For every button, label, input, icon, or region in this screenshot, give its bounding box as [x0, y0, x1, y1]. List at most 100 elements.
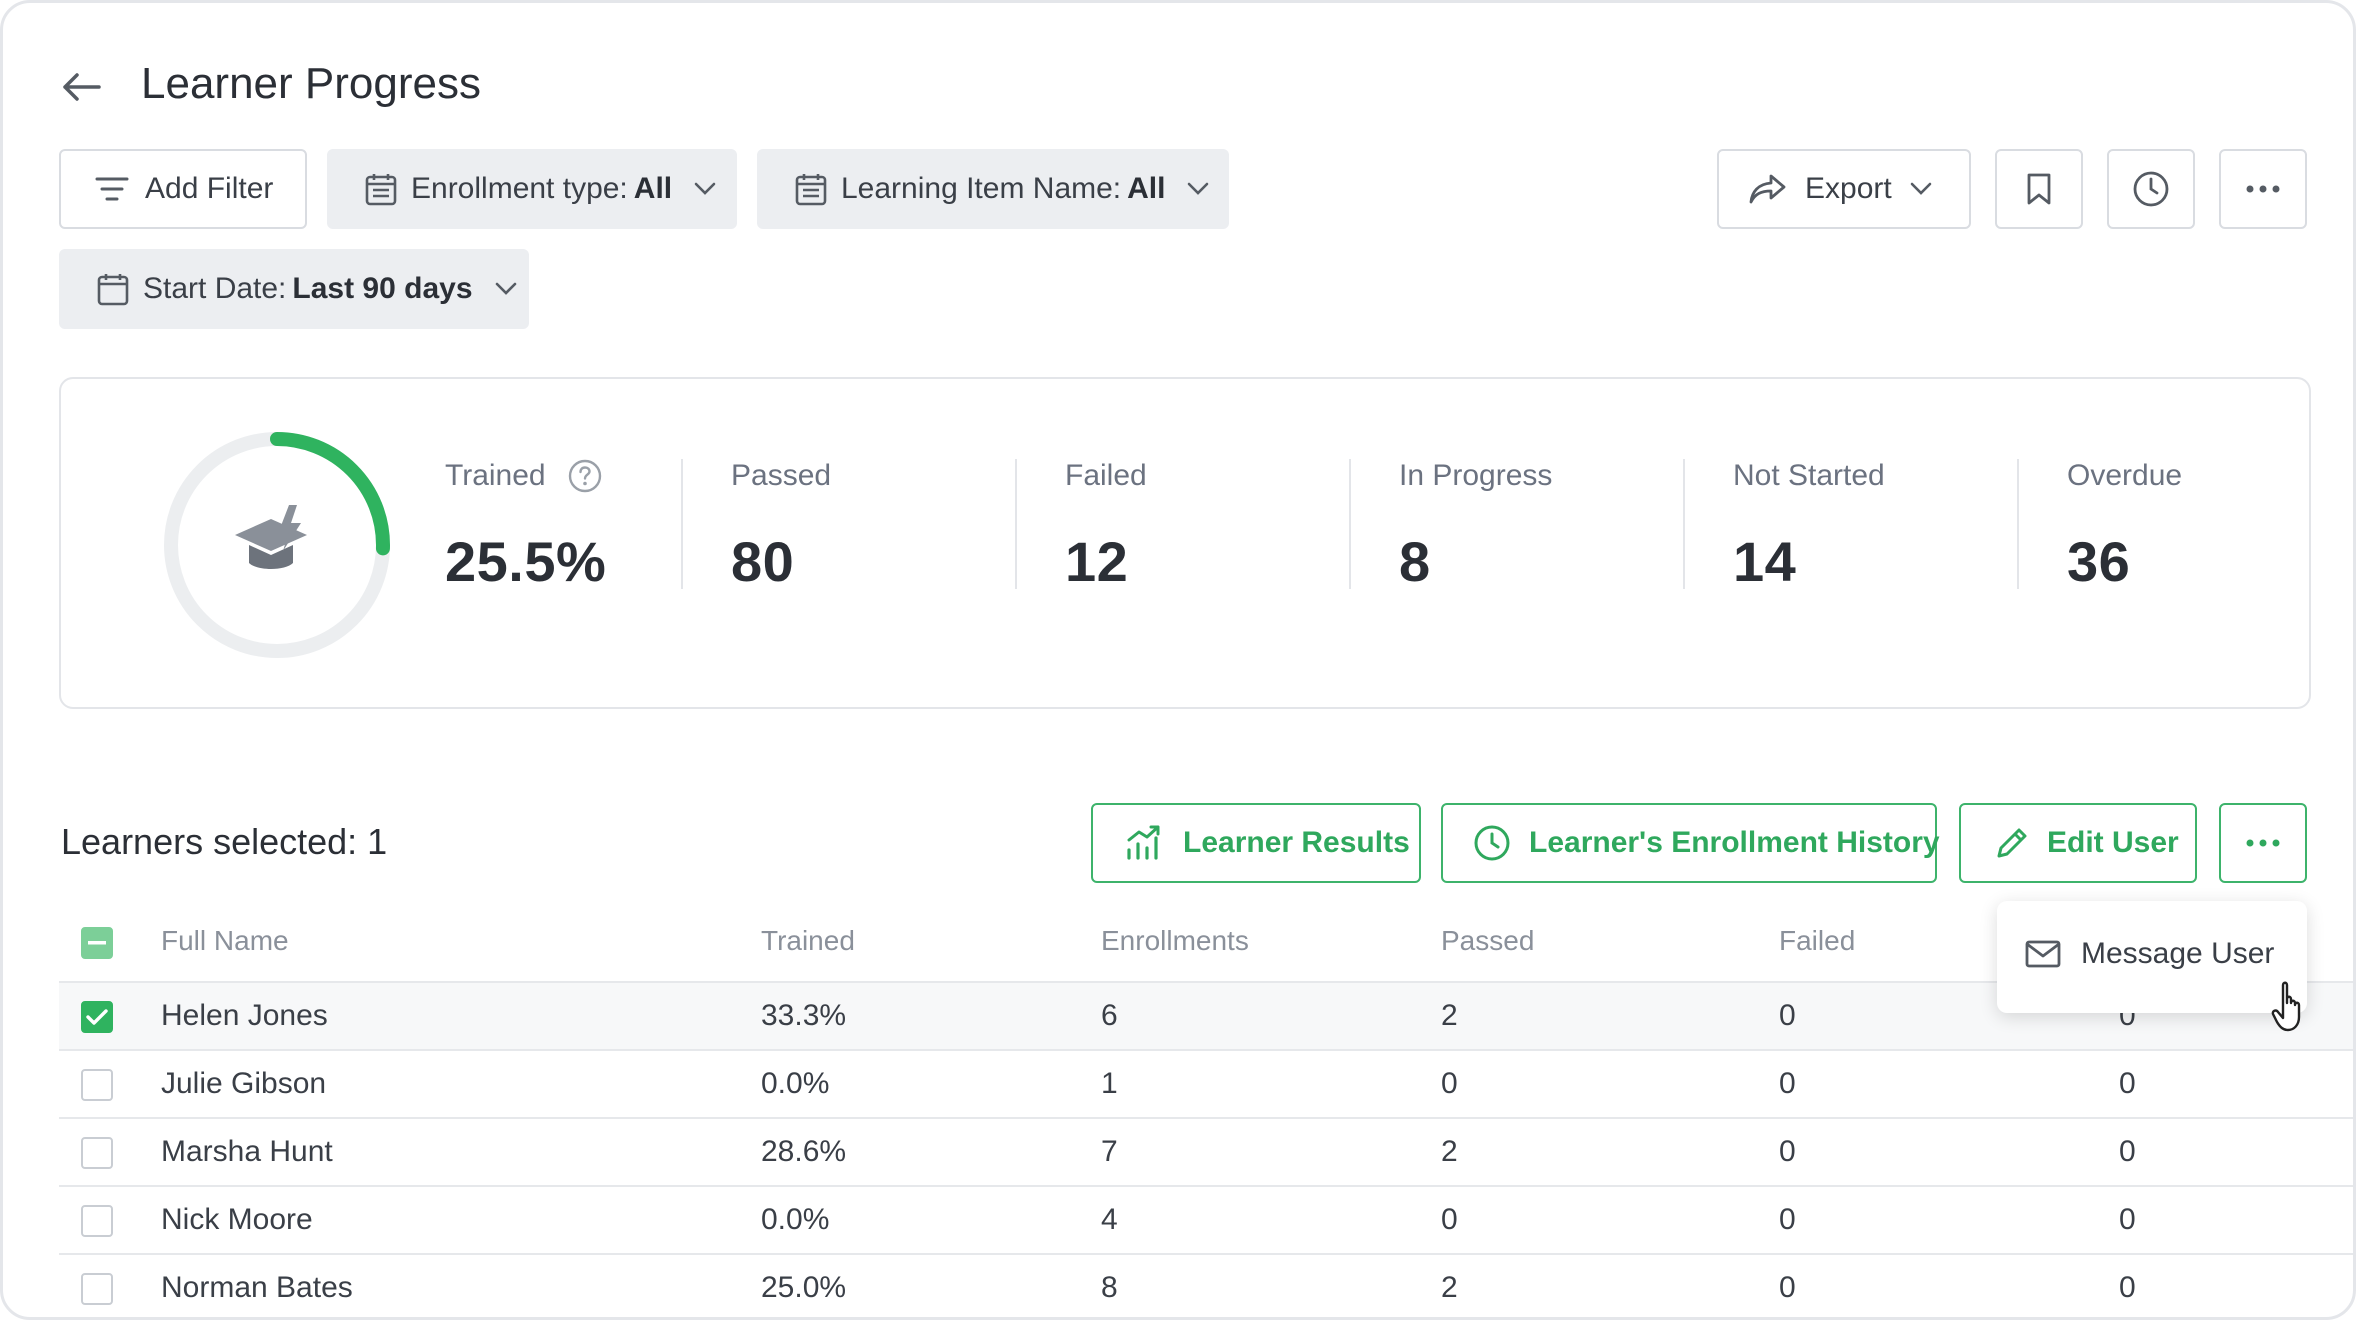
more-actions-dropdown: Message User [1997, 901, 2307, 1013]
table-row[interactable]: Norman Bates 25.0% 8 2 0 0 [59, 1253, 2353, 1317]
clock-icon [2132, 170, 2170, 208]
stat-passed-label: Passed [731, 459, 832, 492]
stat-overdue-label: Overdue [2067, 459, 2183, 492]
calendar-icon [97, 272, 129, 306]
column-header-enrollments[interactable]: Enrollments [1101, 925, 1249, 956]
divider [2017, 459, 2019, 589]
stat-in-progress: In Progress 8 [1399, 459, 1552, 593]
cell-full-name[interactable]: Marsha Hunt [161, 1135, 333, 1168]
more-actions-button[interactable] [2219, 803, 2307, 883]
learner-results-label: Learner Results [1183, 826, 1410, 859]
cell-failed: 0 [1779, 1135, 1796, 1168]
enrollment-type-filter[interactable]: Enrollment type: All [327, 149, 737, 229]
table-row[interactable]: Julie Gibson 0.0% 1 0 0 0 [59, 1049, 2353, 1117]
stat-not-started: Not Started 14 [1733, 459, 1885, 593]
row-checkbox[interactable] [81, 1069, 113, 1101]
hand-pointer-cursor-icon [2271, 981, 2301, 1032]
cell-failed: 0 [1779, 1203, 1796, 1236]
cell-full-name[interactable]: Norman Bates [161, 1271, 353, 1304]
stats-summary-card: Trained 25.5% Passed 80 Failed 12 In Pro… [59, 377, 2311, 709]
cell-failed: 0 [1779, 1271, 1796, 1304]
add-filter-label: Add Filter [145, 172, 274, 205]
stat-not-started-value: 14 [1733, 530, 1797, 593]
cell-passed: 2 [1441, 999, 1458, 1032]
enrollment-history-button[interactable]: Learner's Enrollment History [1441, 803, 1940, 883]
stat-passed-value: 80 [731, 530, 795, 593]
learners-selected-count: Learners selected: 1 [61, 821, 388, 862]
enrollment-type-value: All [633, 172, 673, 205]
learner-results-button[interactable]: Learner Results [1091, 803, 1421, 883]
back-arrow-icon[interactable] [57, 63, 105, 111]
stat-trained-value: 25.5% [445, 530, 607, 593]
stat-failed: Failed 12 [1065, 459, 1147, 593]
filter-lines-icon [95, 176, 129, 202]
pencil-icon [1995, 826, 2029, 860]
stat-failed-label: Failed [1065, 459, 1147, 492]
chevron-down-icon [1910, 182, 1932, 196]
cell-last-column: 0 [2119, 1067, 2136, 1100]
add-filter-button[interactable]: Add Filter [59, 149, 307, 229]
message-user-menu-item[interactable]: Message User [2025, 937, 2274, 971]
row-checkbox[interactable] [81, 1205, 113, 1237]
cell-enrollments: 1 [1101, 1067, 1118, 1100]
bookmark-button[interactable] [1995, 149, 2083, 229]
enrollment-type-label: Enrollment type: [411, 172, 628, 205]
calendar-icon [365, 172, 397, 206]
cell-trained: 28.6% [761, 1135, 847, 1168]
cell-passed: 2 [1441, 1135, 1458, 1168]
share-arrow-icon [1749, 173, 1787, 205]
cell-failed: 0 [1779, 999, 1796, 1032]
table-row[interactable]: Marsha Hunt 28.6% 7 2 0 0 [59, 1117, 2353, 1185]
cell-full-name[interactable]: Nick Moore [161, 1203, 313, 1236]
start-date-filter[interactable]: Start Date: Last 90 days [59, 249, 529, 329]
trained-progress-arc [164, 432, 390, 658]
enrollment-history-label: Learner's Enrollment History [1529, 826, 1940, 859]
cell-last-column: 0 [2119, 1135, 2136, 1168]
row-checkbox[interactable] [81, 1137, 113, 1169]
edit-user-button[interactable]: Edit User [1959, 803, 2197, 883]
stat-not-started-label: Not Started [1733, 459, 1885, 492]
start-date-label: Start Date: [143, 272, 287, 305]
row-checkbox[interactable] [81, 1273, 113, 1305]
cell-full-name[interactable]: Julie Gibson [161, 1067, 327, 1100]
cell-trained: 0.0% [761, 1203, 830, 1236]
cell-passed: 0 [1441, 1067, 1458, 1100]
help-icon[interactable] [568, 459, 602, 493]
clock-icon [1473, 824, 1511, 862]
divider [1349, 459, 1351, 589]
column-header-failed[interactable]: Failed [1779, 925, 1856, 956]
cell-enrollments: 6 [1101, 999, 1118, 1032]
select-all-checkbox[interactable] [81, 927, 113, 959]
stat-trained: Trained 25.5% [445, 459, 606, 593]
trained-progress-ring [164, 432, 390, 658]
stat-overdue: Overdue 36 [2067, 459, 2182, 593]
cell-enrollments: 4 [1101, 1203, 1118, 1236]
table-row[interactable]: Nick Moore 0.0% 4 0 0 0 [59, 1185, 2353, 1253]
calendar-icon [795, 172, 827, 206]
chevron-down-icon [694, 182, 716, 196]
stat-overdue-value: 36 [2067, 530, 2131, 593]
cell-failed: 0 [1779, 1067, 1796, 1100]
stat-in-progress-label: In Progress [1399, 459, 1553, 492]
cell-last-column: 0 [2119, 1271, 2136, 1304]
cell-full-name[interactable]: Helen Jones [161, 999, 328, 1032]
learning-item-filter[interactable]: Learning Item Name: All [757, 149, 1229, 229]
export-button[interactable]: Export [1717, 149, 1971, 229]
row-checkbox[interactable] [81, 1001, 113, 1033]
column-header-passed[interactable]: Passed [1441, 925, 1535, 956]
history-button[interactable] [2107, 149, 2195, 229]
table-row[interactable]: Helen Jones 33.3% 6 2 0 0 [59, 981, 2353, 1049]
page-title: Learner Progress [141, 59, 481, 108]
edit-user-label: Edit User [2047, 826, 2179, 859]
bookmark-icon [2026, 173, 2052, 205]
column-header-full-name[interactable]: Full Name [161, 925, 289, 956]
divider [1015, 459, 1017, 589]
bar-chart-icon [1125, 824, 1163, 862]
cell-enrollments: 7 [1101, 1135, 1118, 1168]
cell-passed: 0 [1441, 1203, 1458, 1236]
column-header-trained[interactable]: Trained [761, 925, 855, 956]
envelope-icon [2025, 940, 2061, 968]
more-options-button[interactable] [2219, 149, 2307, 229]
chevron-down-icon [495, 282, 517, 296]
